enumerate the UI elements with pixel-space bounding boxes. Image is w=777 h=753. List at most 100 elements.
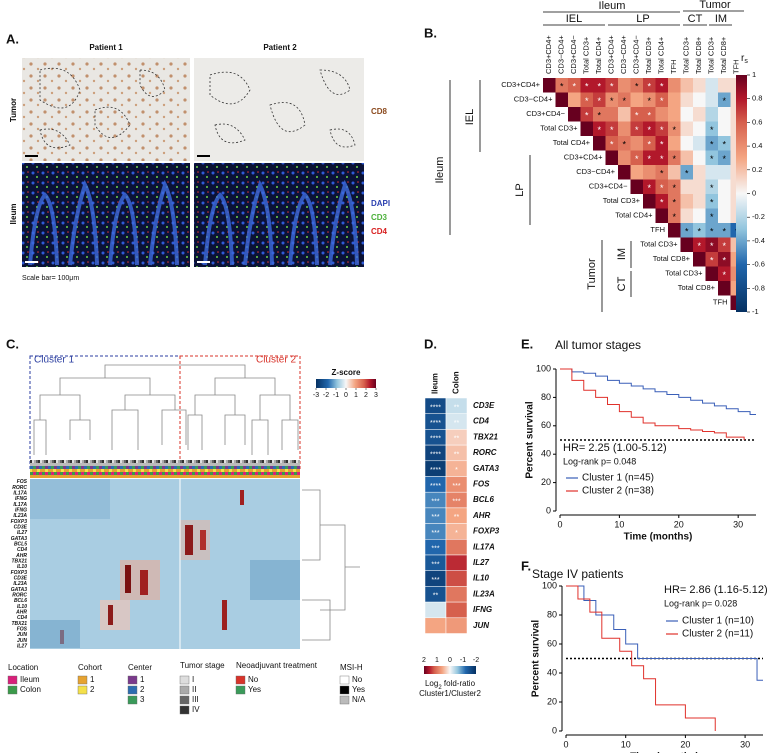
- correlation-cell: [643, 107, 656, 122]
- log-rank: Log-rank p= 0.028: [664, 598, 737, 608]
- significance: *: [597, 81, 601, 91]
- colorbar-tick-label: 0.6: [752, 117, 762, 126]
- x-axis-label: Time (months): [624, 532, 693, 543]
- colorbar-label-sub: s: [744, 58, 748, 65]
- colorbar-tick-label: 0: [448, 657, 452, 664]
- cluster-label: Cluster 2: [256, 355, 296, 366]
- correlation-cell: [630, 121, 643, 136]
- legend-swatch: [7, 685, 18, 695]
- gene-label: RORC: [12, 592, 27, 598]
- correlation-cell: [618, 165, 631, 180]
- column-label: TFH: [669, 59, 678, 74]
- significance: **: [433, 593, 439, 600]
- column-label: CD3−CD4+: [619, 35, 628, 74]
- gene-label: BCL6: [14, 598, 27, 604]
- correlation-cell: [655, 78, 668, 93]
- gene-label: IL17A: [13, 490, 27, 496]
- colorbar-tick-label: 3: [374, 392, 378, 399]
- group-label: Ileum: [599, 0, 626, 12]
- row-label: Total CD8+: [653, 254, 691, 263]
- correlation-cell: [655, 121, 668, 136]
- row-label: Total CD3+: [665, 269, 703, 278]
- significance: *: [560, 81, 564, 91]
- group-label: LP: [514, 183, 526, 196]
- correlation-cell: [718, 92, 731, 107]
- significance: **: [454, 420, 460, 427]
- significance: *: [710, 154, 714, 164]
- correlation-cell: [618, 107, 631, 122]
- significance: *: [660, 96, 664, 106]
- gene-label: IL27: [473, 558, 490, 567]
- significance: ****: [430, 483, 441, 490]
- gene-label: GATA3: [11, 536, 27, 542]
- panel-label: A.: [6, 31, 19, 46]
- correlation-cell: [718, 165, 731, 180]
- colorbar-tick-label: 1: [435, 657, 439, 664]
- correlation-cell: [630, 107, 643, 122]
- correlation-cell: [643, 179, 656, 194]
- group-label: CT: [688, 13, 703, 25]
- correlation-cell: [705, 78, 718, 93]
- gene-label: RORC: [12, 485, 27, 491]
- significance: *: [647, 110, 651, 120]
- significance: ****: [430, 420, 441, 427]
- correlation-cell: [630, 78, 643, 93]
- y-tick-label: 20: [547, 696, 557, 706]
- x-tick-label: 30: [733, 519, 743, 529]
- correlation-cell: [718, 223, 731, 238]
- stain-label: CD3: [371, 213, 388, 222]
- significance: *: [710, 255, 714, 265]
- gene-label: JUN: [17, 632, 27, 638]
- significance: ****: [430, 451, 441, 458]
- correlation-cell: [693, 208, 706, 223]
- dendrogram: [33, 364, 360, 641]
- legend-item: Yes: [352, 685, 365, 694]
- correlation-cell: [718, 266, 731, 281]
- legend-title: Cohort: [78, 663, 103, 672]
- group-headers: Ileum IEL LP Tumor CT IM Ileum IEL LP Tu…: [434, 0, 744, 312]
- survival-curve: [566, 585, 716, 731]
- correlation-cell: [705, 252, 718, 267]
- legend-item: II: [192, 685, 196, 694]
- panel-label: F.: [521, 558, 531, 573]
- significance: *: [672, 183, 676, 193]
- significance: *: [455, 467, 458, 474]
- correlation-cell: [705, 165, 718, 180]
- gene-label: BCL6: [473, 495, 494, 504]
- gene-label: IL23A: [13, 513, 27, 519]
- significance: *: [647, 154, 651, 164]
- gene-label: TBX21: [473, 432, 498, 441]
- hazard-ratio: HR= 2.25 (1.00-5.12): [563, 442, 667, 454]
- legend-swatch: [179, 705, 190, 715]
- correlation-cell: [705, 121, 718, 136]
- significance: *: [660, 197, 664, 207]
- x-tick-label: 10: [621, 739, 631, 749]
- group-label: IM: [616, 248, 628, 260]
- gene-label: IFNG: [473, 605, 492, 614]
- correlation-cell: [693, 107, 706, 122]
- correlation-cell: [568, 92, 581, 107]
- y-tick-label: 20: [541, 477, 551, 487]
- correlation-cell: [718, 252, 731, 267]
- correlation-cell: [668, 165, 681, 180]
- correlation-cell: [655, 107, 668, 122]
- significance: *: [672, 212, 676, 222]
- significance: *: [635, 81, 639, 91]
- significance: *: [597, 110, 601, 120]
- stain-label: CD4: [371, 227, 388, 236]
- correlation-cell: [693, 165, 706, 180]
- gene-label: FOS: [473, 479, 490, 488]
- significance: *: [635, 154, 639, 164]
- y-tick-label: 0: [552, 725, 557, 735]
- colorbar-tick-label: -0.4: [752, 236, 765, 245]
- correlation-cell: [618, 92, 631, 107]
- colorbar-tick-label: 0: [752, 188, 756, 197]
- log-rank: Log-rank p= 0.048: [563, 456, 636, 466]
- correlation-cell: [668, 136, 681, 151]
- row-label: CD3−CD4+: [514, 95, 553, 104]
- correlation-cell: [718, 136, 731, 151]
- group-label: LP: [636, 13, 649, 25]
- survival-curve: [560, 368, 756, 415]
- hazard-ratio: HR= 2.86 (1.16-5.12): [664, 584, 768, 596]
- correlation-cell: [605, 121, 618, 136]
